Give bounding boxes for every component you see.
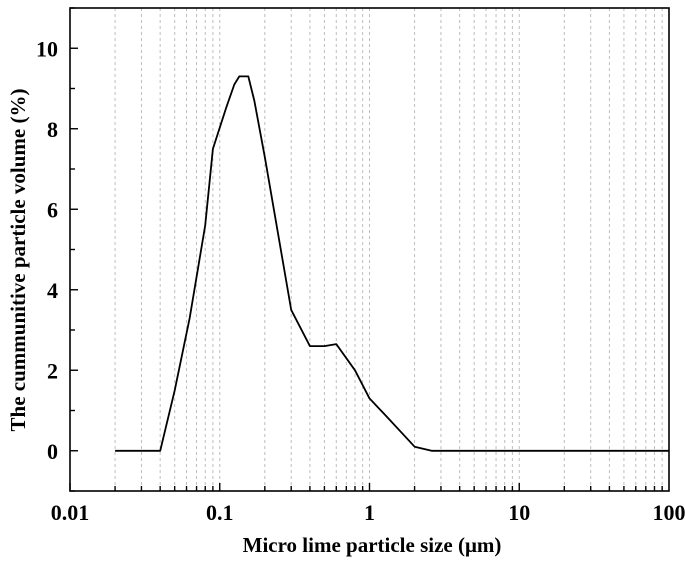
tick-labels: 0.01 0.1 1 10 100 0 2 4 6 8 10 bbox=[36, 36, 685, 525]
series-line bbox=[115, 75, 669, 452]
x-tick-label: 0.1 bbox=[206, 500, 234, 525]
x-axis-title: Micro lime particle size (μm) bbox=[243, 533, 502, 557]
x-tick-label: 1 bbox=[364, 500, 375, 525]
y-axis-title: The cummunitive particle volume (%) bbox=[6, 89, 30, 432]
data-series bbox=[115, 75, 669, 452]
y-tick-label: 0 bbox=[47, 439, 58, 464]
y-tick-label: 8 bbox=[47, 117, 58, 142]
y-tick-label: 4 bbox=[47, 278, 58, 303]
y-tick-label: 6 bbox=[47, 197, 58, 222]
y-tick-label: 2 bbox=[47, 358, 58, 383]
x-tick-label: 10 bbox=[508, 500, 530, 525]
vertical-gridlines bbox=[114, 8, 663, 491]
y-tick-label: 10 bbox=[36, 36, 58, 61]
x-tick-label: 0.01 bbox=[51, 500, 90, 525]
x-tick-label: 100 bbox=[653, 500, 685, 525]
axis-ticks bbox=[69, 7, 663, 492]
